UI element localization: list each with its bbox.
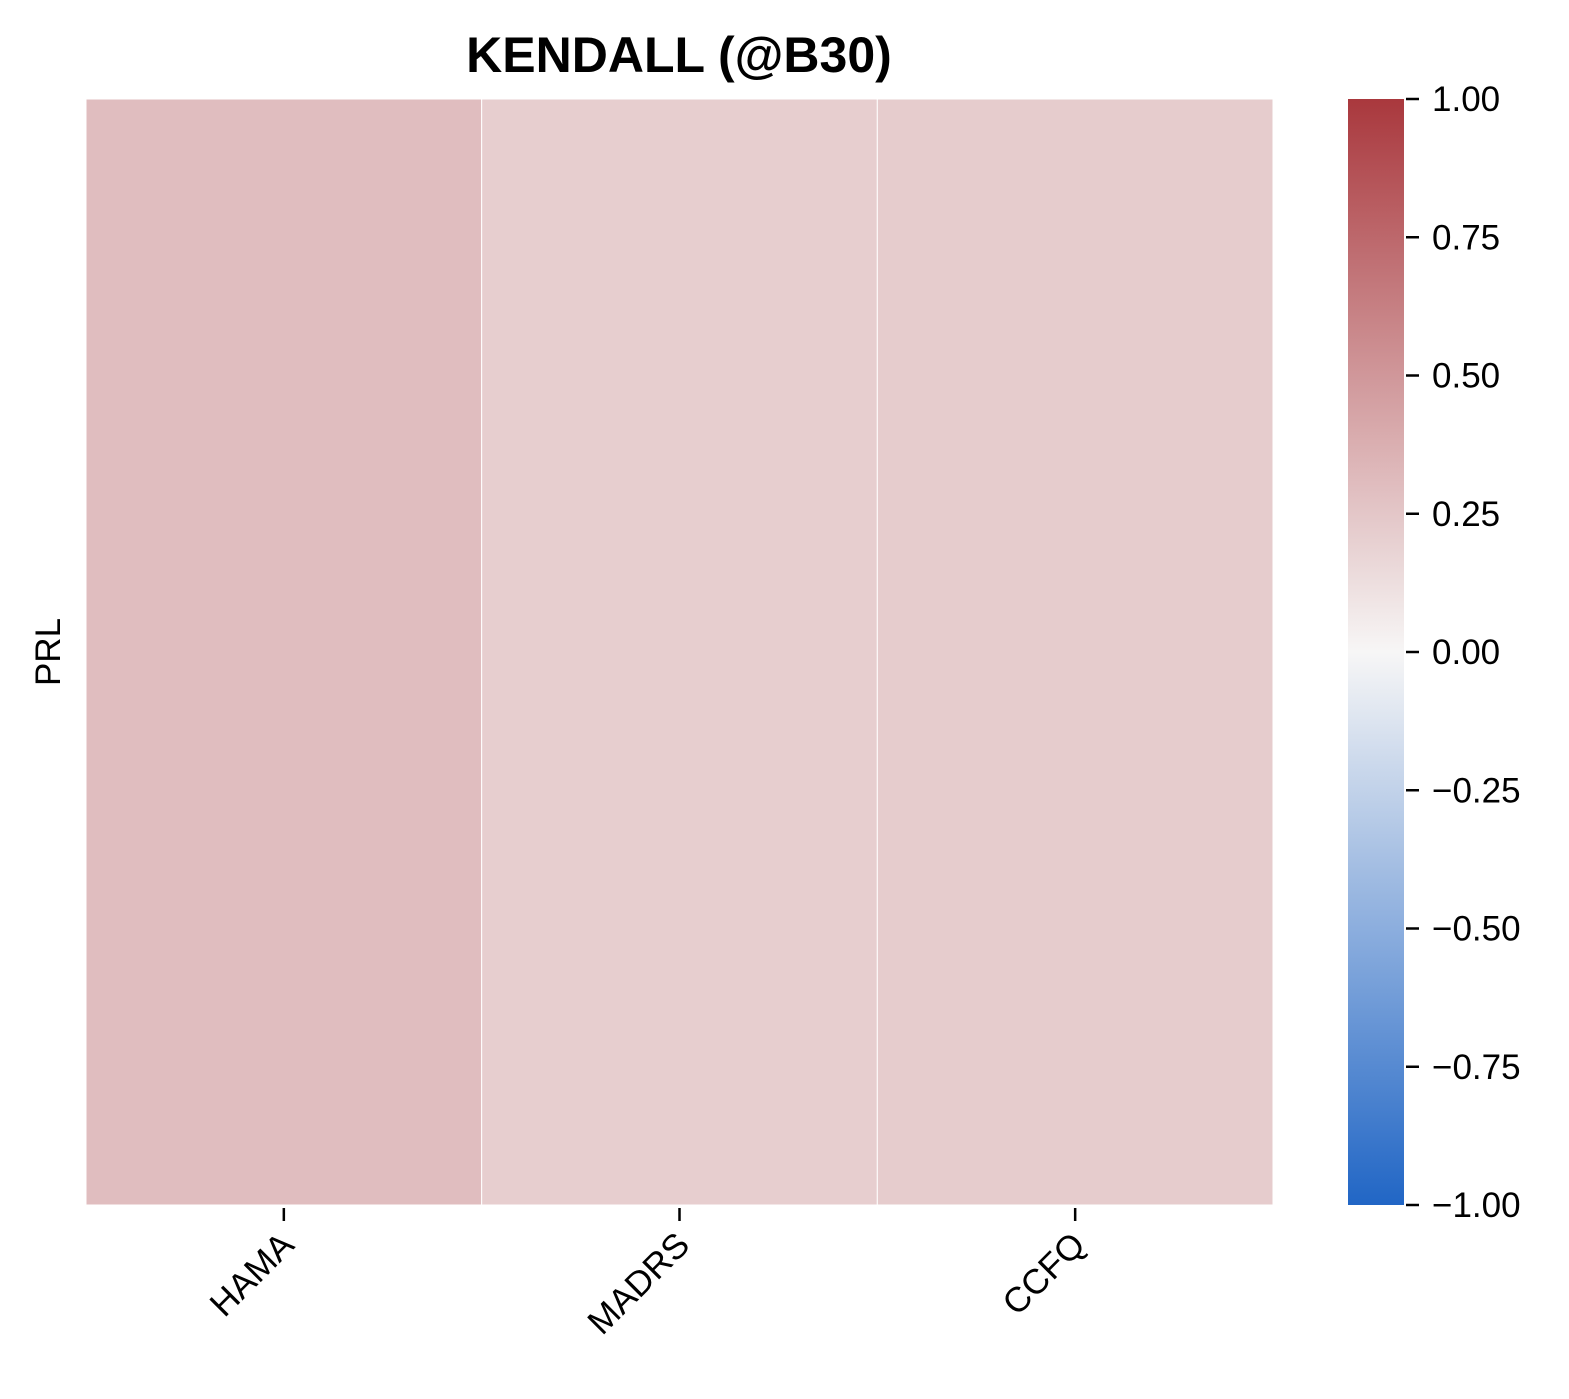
x-tick-label-hama: HAMA (202, 1225, 302, 1325)
colorbar-tick-label: −0.75 (1432, 1048, 1521, 1087)
chart-title: KENDALL (@B30) (466, 27, 892, 83)
x-axis: HAMA MADRS CCFQ (202, 1208, 1093, 1342)
x-tick-label-madrs: MADRS (580, 1225, 697, 1342)
colorbar-tick-label: 1.00 (1432, 80, 1500, 119)
row-label-prl: PRL (29, 618, 68, 686)
heatmap-cells (85, 98, 1274, 1206)
colorbar-tick-label: 0.50 (1432, 357, 1500, 396)
heatmap-cell-prl-ccfq (876, 98, 1274, 1206)
heatmap-cell-prl-madrs (481, 98, 878, 1206)
x-tick-label-ccfq: CCFQ (995, 1225, 1093, 1323)
colorbar-tick-label: 0.00 (1432, 633, 1500, 672)
colorbar-tick-label: 0.25 (1432, 495, 1500, 534)
colorbar-tick-label: 0.75 (1432, 218, 1500, 257)
heatmap-cell-prl-hama (85, 98, 483, 1206)
colorbar-tick-label: −1.00 (1432, 1186, 1521, 1225)
colorbar: 1.00 0.75 0.50 0.25 0.00 −0.25 −0.50 −0.75 −1.00 (1348, 80, 1521, 1225)
colorbar-tick-label: −0.50 (1432, 910, 1521, 949)
colorbar-gradient (1348, 99, 1404, 1205)
colorbar-tick-label: −0.25 (1432, 771, 1521, 810)
